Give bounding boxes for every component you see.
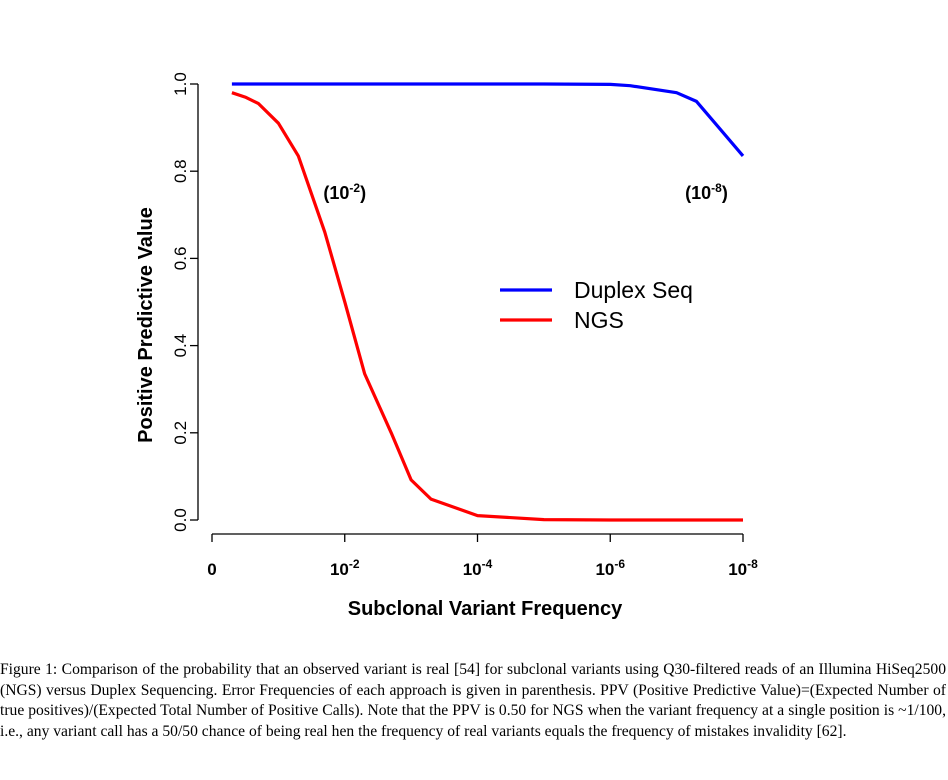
x-tick-label: 10-8 bbox=[728, 557, 758, 579]
chart-svg: 0.0 0.2 0.4 0.6 0.8 1.0 0 10-2 10-4 10-6 10-8 Subcl… bbox=[135, 72, 758, 620]
y-tick-label: 0.2 bbox=[171, 421, 190, 445]
figure-caption: Figure 1: Comparison of the probability … bbox=[0, 660, 946, 742]
y-tick-label: 1.0 bbox=[171, 72, 190, 96]
series-line-duplex-seq bbox=[231, 82, 745, 157]
x-tick-label: 0 bbox=[207, 560, 216, 579]
x-tick-label: 10-6 bbox=[595, 557, 625, 579]
annotation-error-frequency: (10-2) bbox=[323, 181, 366, 203]
x-axis-title: Subclonal Variant Frequency bbox=[348, 598, 623, 620]
y-tick-label: 0.8 bbox=[171, 159, 190, 183]
legend-label: Duplex Seq bbox=[574, 277, 693, 303]
y-tick-label: 0.6 bbox=[171, 247, 190, 271]
y-tick-label: 0.0 bbox=[171, 508, 190, 532]
x-tick-label: 10-4 bbox=[463, 557, 493, 579]
y-tick-label: 0.4 bbox=[171, 334, 190, 358]
series-line-ngs bbox=[231, 91, 743, 522]
ppv-chart: 0.0 0.2 0.4 0.6 0.8 1.0 0 10-2 10-4 10-6 10-8 Subcl… bbox=[135, 72, 758, 620]
annotation-error-frequency: (10-8) bbox=[685, 181, 728, 203]
caption-lead: Figure 1: bbox=[0, 661, 58, 678]
x-tick-label: 10-2 bbox=[330, 557, 360, 579]
legend-label: NGS bbox=[574, 307, 624, 333]
y-axis-title: Positive Predictive Value bbox=[135, 207, 157, 443]
caption-text: Comparison of the probability that an ob… bbox=[0, 661, 946, 740]
